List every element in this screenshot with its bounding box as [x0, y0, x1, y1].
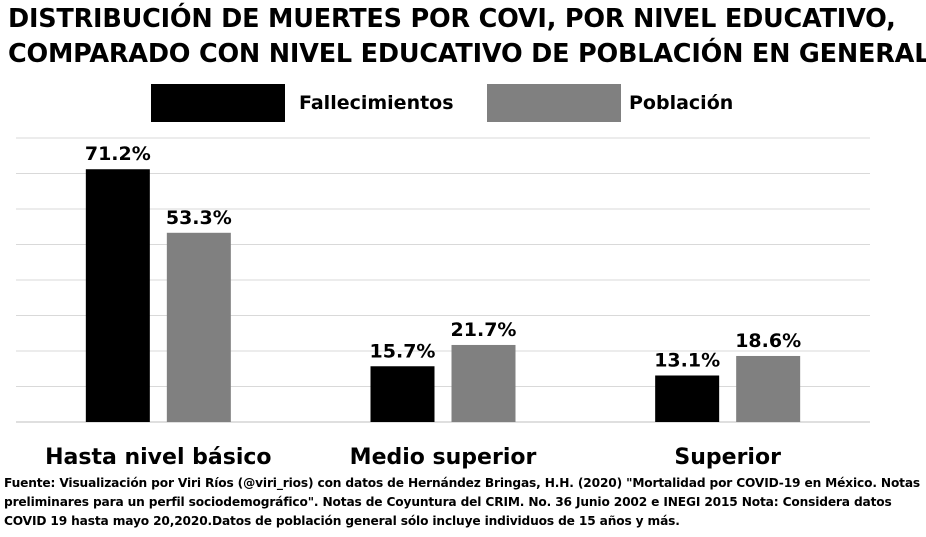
- bars: [85, 169, 801, 422]
- legend-swatch-poblacion: [487, 84, 621, 122]
- data-label: 13.1%: [654, 349, 720, 371]
- data-label: 53.3%: [166, 207, 232, 229]
- data-label: 18.6%: [735, 330, 801, 352]
- bar-poblacion: [451, 344, 516, 422]
- bar-poblacion: [736, 355, 801, 422]
- legend-label-poblacion: Población: [629, 92, 734, 114]
- chart-title-line-2: COMPARADO CON NIVEL EDUCATIVO DE POBLACI…: [8, 39, 926, 69]
- data-label: 21.7%: [451, 319, 517, 341]
- legend-swatch-fallecimientos: [151, 84, 285, 122]
- category-labels: Hasta nivel básico Medio superior Superior: [45, 445, 781, 470]
- category-label: Superior: [674, 445, 781, 470]
- chart-title: DISTRIBUCIÓN DE MUERTES POR COVI, POR NI…: [8, 2, 926, 72]
- data-label: 71.2%: [85, 143, 151, 165]
- legend-label-fallecimientos: Fallecimientos: [299, 92, 454, 114]
- data-label: 15.7%: [370, 340, 436, 362]
- category-label: Hasta nivel básico: [45, 445, 271, 470]
- source-note: Fuente: Visualización por Viri Ríos (@vi…: [4, 476, 921, 528]
- bar-poblacion: [166, 232, 231, 422]
- bar-fallecimientos: [655, 375, 720, 422]
- bar-fallecimientos: [85, 169, 150, 422]
- bar-fallecimientos: [370, 366, 435, 422]
- chart-title-line-1: DISTRIBUCIÓN DE MUERTES POR COVI, POR NI…: [8, 4, 896, 34]
- data-labels: 71.2% 53.3% 15.7% 21.7% 13.1% 18.6%: [85, 143, 801, 371]
- gridlines: [16, 137, 870, 423]
- category-label: Medio superior: [350, 445, 537, 470]
